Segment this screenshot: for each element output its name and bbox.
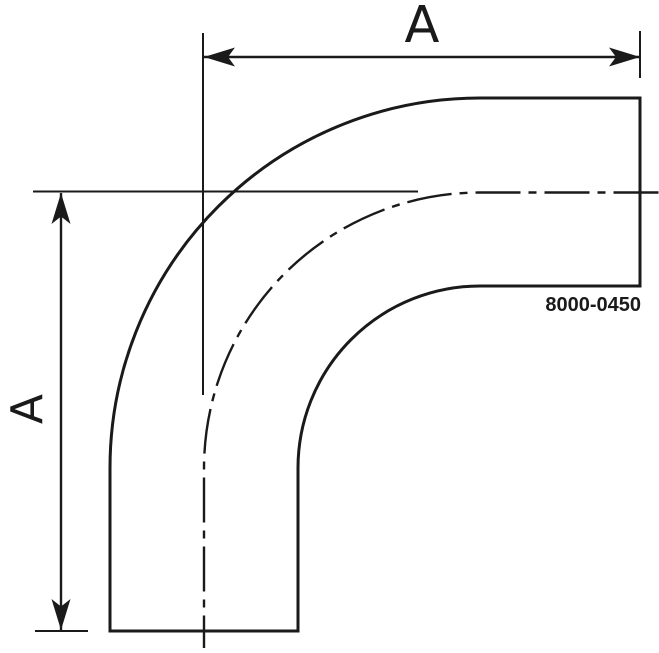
left-dimension-label: A [2,394,53,424]
top-dimension-arrow-right-icon [609,47,640,67]
top-dimension-label: A [405,0,440,55]
pipe-centerline [202,191,659,648]
left-dimension: A [2,193,71,630]
left-dimension-arrow-up-icon [51,193,71,224]
top-dimension: A [204,0,640,67]
left-dimension-arrow-down-icon [51,599,71,630]
top-dimension-arrow-left-icon [204,47,235,67]
part-number: 8000-0450 [545,294,641,316]
pipe-outline [108,96,642,633]
